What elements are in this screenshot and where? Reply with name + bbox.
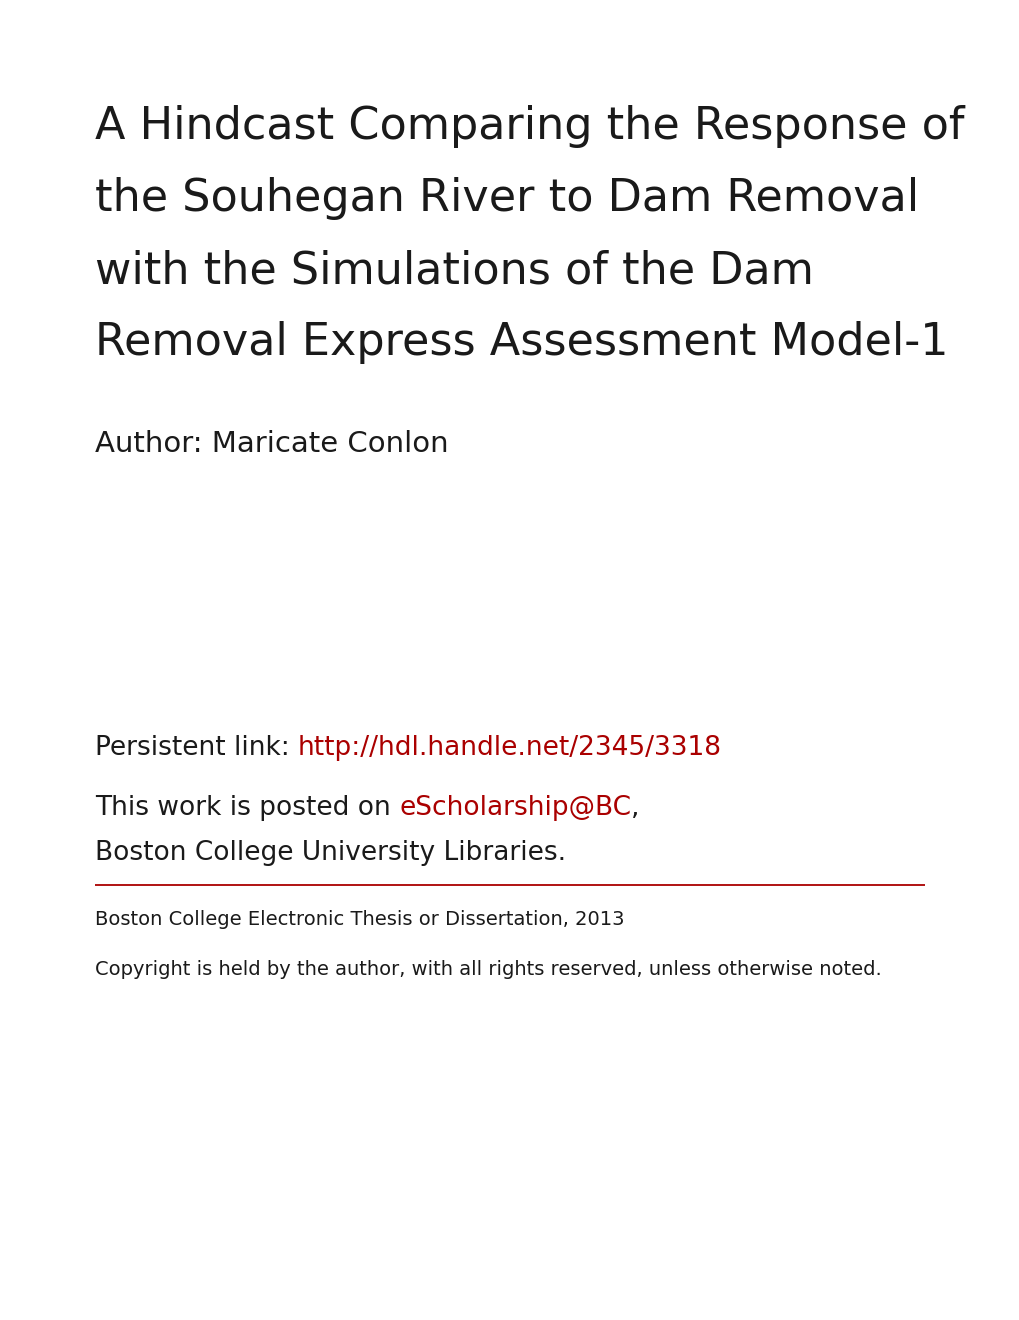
Text: Author: Maricate Conlon: Author: Maricate Conlon bbox=[95, 430, 448, 458]
Text: http://hdl.handle.net/2345/3318: http://hdl.handle.net/2345/3318 bbox=[298, 735, 721, 762]
Text: Copyright is held by the author, with all rights reserved, unless otherwise note: Copyright is held by the author, with al… bbox=[95, 960, 880, 979]
Text: Boston College University Libraries.: Boston College University Libraries. bbox=[95, 840, 566, 866]
Text: with the Simulations of the Dam: with the Simulations of the Dam bbox=[95, 249, 813, 292]
Text: ,: , bbox=[631, 795, 639, 821]
Text: A Hindcast Comparing the Response of: A Hindcast Comparing the Response of bbox=[95, 106, 964, 148]
Text: Boston College Electronic Thesis or Dissertation, 2013: Boston College Electronic Thesis or Diss… bbox=[95, 909, 624, 929]
Text: the Souhegan River to Dam Removal: the Souhegan River to Dam Removal bbox=[95, 177, 918, 220]
Text: This work is posted on: This work is posted on bbox=[95, 795, 398, 821]
Text: Removal Express Assessment Model-1: Removal Express Assessment Model-1 bbox=[95, 321, 948, 364]
Text: eScholarship@BC: eScholarship@BC bbox=[398, 795, 631, 821]
Text: Persistent link:: Persistent link: bbox=[95, 735, 298, 762]
